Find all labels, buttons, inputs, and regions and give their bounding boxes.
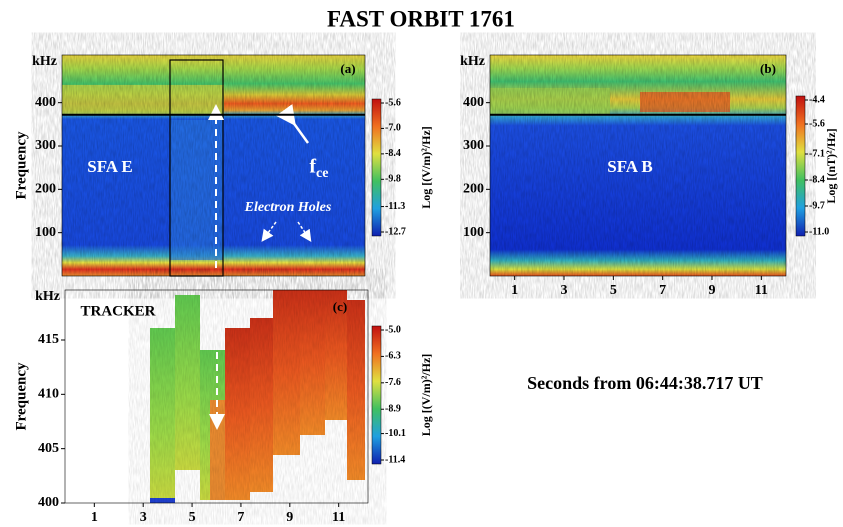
colorbar-tick-label: -8.4 (385, 148, 401, 159)
annotation: SFA E (87, 157, 133, 176)
plot-frame (64, 289, 369, 504)
colorbar-tick-label: -6.3 (385, 351, 401, 362)
y-unit: kHz (460, 54, 485, 69)
x-tick-label: 1 (91, 510, 98, 525)
colorbar-tick-label: -8.9 (385, 404, 401, 415)
colorbar-tick-label: -7.6 (385, 377, 401, 388)
y-tick-label: 400 (38, 495, 59, 510)
y-tick-label: 405 (38, 441, 59, 456)
colorbar-label: Log [(nT)²/Hz] (824, 128, 838, 203)
colorbar-label: Log [(V/m)²/Hz] (419, 354, 433, 437)
colorbar-tick-label: -11.4 (385, 454, 405, 465)
colorbar-tick-label: -5.0 (385, 324, 401, 335)
colorbar-tick-label: -7.0 (385, 123, 401, 134)
colorbar (371, 98, 382, 237)
panel-tag: (b) (760, 61, 776, 76)
y-axis-label: Frequency (13, 131, 29, 200)
x-tick-label: 5 (610, 283, 617, 298)
plot-frame (61, 54, 366, 277)
y-tick-label: 300 (35, 138, 56, 153)
colorbar (371, 325, 382, 465)
y-unit: kHz (32, 54, 57, 69)
colorbar-tick-label: -7.1 (809, 148, 825, 159)
x-tick-label: 11 (332, 510, 345, 525)
colorbar-tick-label: -9.7 (809, 200, 825, 211)
colorbar (795, 95, 806, 237)
y-tick-label: 200 (35, 182, 56, 197)
colorbar-label: Log [(V/m)²/Hz] (419, 126, 433, 209)
y-tick-label: 100 (35, 225, 56, 240)
x-tick-label: 7 (237, 510, 244, 525)
panel-tag: (c) (333, 299, 347, 314)
x-tick-label: 7 (659, 283, 666, 298)
colorbar-tick-label: -5.6 (809, 118, 825, 129)
y-tick-label: 400 (35, 95, 56, 110)
fce-label: f (309, 156, 316, 178)
colorbar-tick-label: -5.6 (385, 97, 401, 108)
y-tick-label: 410 (38, 387, 59, 402)
x-tick-label: 11 (755, 283, 768, 298)
x-axis-label: Seconds from 06:44:38.717 UT (527, 373, 763, 393)
panel-tag: (a) (340, 61, 355, 76)
colorbar-tick-label: -11.3 (385, 201, 405, 212)
colorbar-tick-label: -11.0 (809, 226, 829, 237)
spectrogram-c (150, 290, 365, 503)
annotation: Electron Holes (244, 200, 332, 215)
y-tick-label: 200 (463, 182, 484, 197)
spectrogram-a (62, 55, 365, 277)
plot-frame (489, 54, 787, 277)
annotation: SFA B (607, 157, 653, 176)
y-tick-label: 415 (38, 332, 59, 347)
x-tick-label: 5 (189, 510, 196, 525)
colorbar-tick-label: -12.7 (385, 226, 406, 237)
annotation: TRACKER (80, 303, 155, 319)
fce-subscript: ce (316, 166, 328, 181)
spectrogram-b (490, 55, 786, 276)
x-tick-label: 3 (140, 510, 147, 525)
figure-title: FAST ORBIT 1761 (327, 6, 515, 31)
colorbar-tick-label: -10.1 (385, 428, 406, 439)
colorbar-tick-label: -4.4 (809, 94, 825, 105)
x-tick-label: 3 (561, 283, 568, 298)
colorbar-tick-label: -9.8 (385, 174, 401, 185)
y-tick-label: 400 (463, 95, 484, 110)
y-axis-label: Frequency (13, 362, 29, 431)
y-unit: kHz (35, 289, 60, 304)
x-tick-label: 9 (709, 283, 716, 298)
colorbar-tick-label: -8.4 (809, 174, 825, 185)
x-tick-label: 1 (511, 283, 518, 298)
x-tick-label: 9 (286, 510, 293, 525)
y-tick-label: 100 (463, 225, 484, 240)
y-tick-label: 300 (463, 138, 484, 153)
